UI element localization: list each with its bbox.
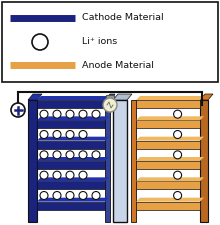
Polygon shape (136, 137, 204, 141)
Circle shape (92, 191, 100, 200)
Polygon shape (37, 116, 109, 120)
Bar (136, 202, 200, 210)
Circle shape (40, 130, 48, 139)
Polygon shape (37, 177, 109, 181)
Bar (28, 100, 37, 222)
Circle shape (40, 171, 48, 179)
Bar (136, 100, 200, 222)
Circle shape (53, 151, 61, 159)
Polygon shape (136, 116, 204, 120)
Circle shape (79, 130, 87, 139)
Circle shape (32, 34, 48, 50)
Circle shape (53, 110, 61, 118)
Bar (37, 181, 105, 189)
Text: Li⁺ ions: Li⁺ ions (82, 38, 117, 47)
Polygon shape (28, 94, 42, 100)
Polygon shape (136, 177, 204, 181)
Bar (37, 100, 105, 108)
Polygon shape (105, 94, 115, 100)
Circle shape (66, 110, 74, 118)
Circle shape (174, 110, 182, 118)
Bar (106, 95, 114, 102)
Circle shape (40, 110, 48, 118)
Bar (131, 100, 136, 222)
Text: Cathode Material: Cathode Material (82, 14, 164, 22)
Bar (2, 2, 218, 82)
Bar (105, 100, 110, 222)
Bar (136, 181, 200, 189)
Polygon shape (37, 137, 109, 141)
Circle shape (40, 151, 48, 159)
Circle shape (66, 171, 74, 179)
Text: Anode Material: Anode Material (82, 61, 154, 70)
Polygon shape (37, 198, 109, 202)
Bar (37, 120, 105, 128)
Circle shape (79, 191, 87, 200)
Circle shape (92, 110, 100, 118)
Polygon shape (113, 94, 132, 100)
Circle shape (66, 151, 74, 159)
Circle shape (53, 191, 61, 200)
Circle shape (103, 98, 117, 112)
Polygon shape (136, 96, 204, 100)
Polygon shape (136, 157, 204, 161)
Circle shape (40, 191, 48, 200)
Polygon shape (37, 96, 109, 100)
Circle shape (11, 103, 25, 117)
Polygon shape (37, 157, 109, 161)
Bar (113, 100, 127, 222)
Circle shape (79, 171, 87, 179)
Circle shape (66, 130, 74, 139)
Bar (37, 161, 105, 169)
Bar (37, 141, 105, 149)
Polygon shape (200, 94, 213, 100)
Bar (136, 100, 200, 108)
Polygon shape (136, 198, 204, 202)
Circle shape (53, 171, 61, 179)
Bar (136, 120, 200, 128)
Circle shape (174, 151, 182, 159)
Bar (200, 100, 208, 222)
Circle shape (174, 130, 182, 139)
Circle shape (92, 151, 100, 159)
Bar (37, 100, 105, 222)
Bar (136, 161, 200, 169)
Circle shape (174, 171, 182, 179)
Circle shape (79, 151, 87, 159)
Circle shape (79, 110, 87, 118)
Circle shape (53, 130, 61, 139)
Bar (37, 202, 105, 210)
Bar (136, 141, 200, 149)
Circle shape (174, 191, 182, 200)
Circle shape (66, 191, 74, 200)
